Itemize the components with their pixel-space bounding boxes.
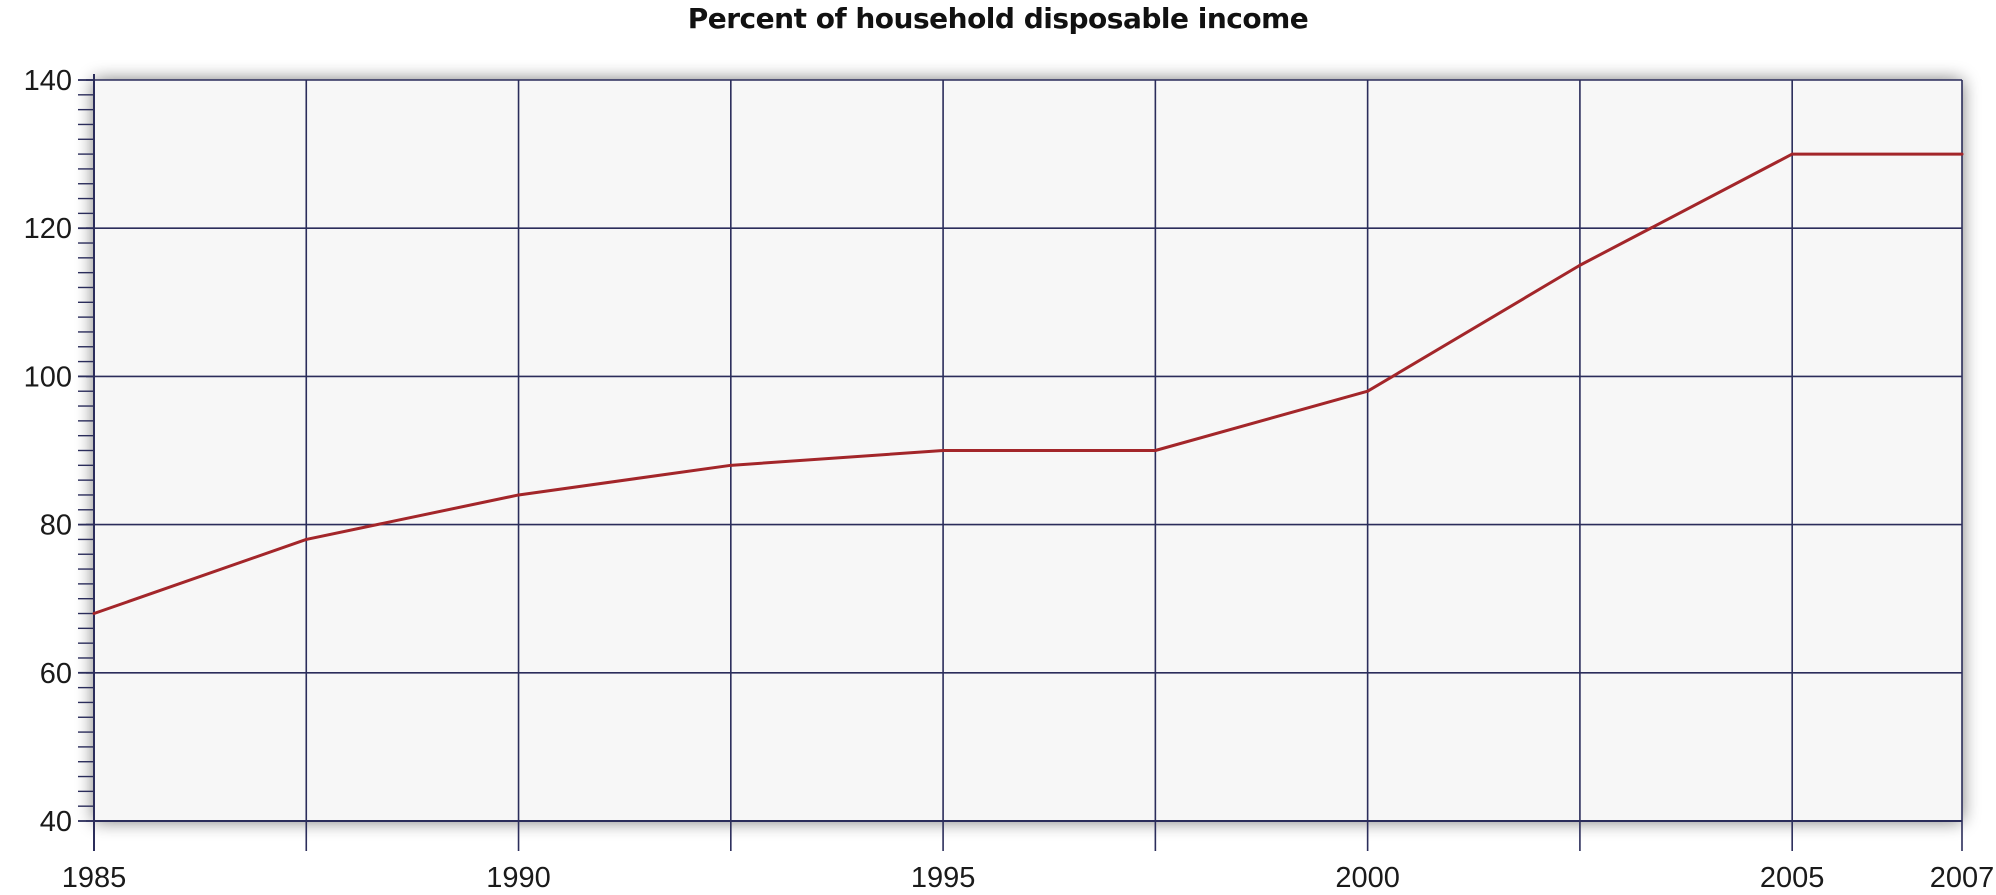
data-point bbox=[1790, 152, 1794, 156]
y-tick-label: 140 bbox=[24, 65, 72, 97]
data-point bbox=[941, 449, 945, 452]
axis-layer bbox=[78, 74, 1962, 851]
x-tick-label: 1995 bbox=[911, 862, 976, 894]
data-point bbox=[1153, 449, 1157, 452]
data-point bbox=[1578, 263, 1582, 267]
data-point bbox=[517, 493, 521, 497]
data-point bbox=[304, 537, 308, 541]
y-tick-label: 120 bbox=[24, 213, 72, 245]
x-tick-label: 1985 bbox=[62, 862, 127, 894]
x-tick-label: 2007 bbox=[1930, 862, 1995, 894]
x-tick-label: 1990 bbox=[486, 862, 551, 894]
label-layer: 40 60 80 100 120 140 1985 1990 1995 2000 2005 2007 bbox=[24, 65, 1995, 894]
y-tick-label: 40 bbox=[40, 806, 72, 838]
y-tick-label: 60 bbox=[40, 658, 72, 690]
x-tick-label: 2005 bbox=[1760, 862, 1825, 894]
y-tick-label: 100 bbox=[24, 361, 72, 393]
data-point bbox=[92, 612, 96, 616]
data-point bbox=[1366, 389, 1370, 393]
series-line bbox=[93, 152, 1962, 615]
chart-title: Percent of household disposable income bbox=[687, 2, 1309, 35]
data-point bbox=[729, 463, 733, 467]
data-point bbox=[1960, 152, 1964, 156]
series-layer bbox=[92, 152, 1964, 616]
y-tick-label: 80 bbox=[40, 510, 72, 542]
x-tick-label: 2000 bbox=[1335, 862, 1400, 894]
